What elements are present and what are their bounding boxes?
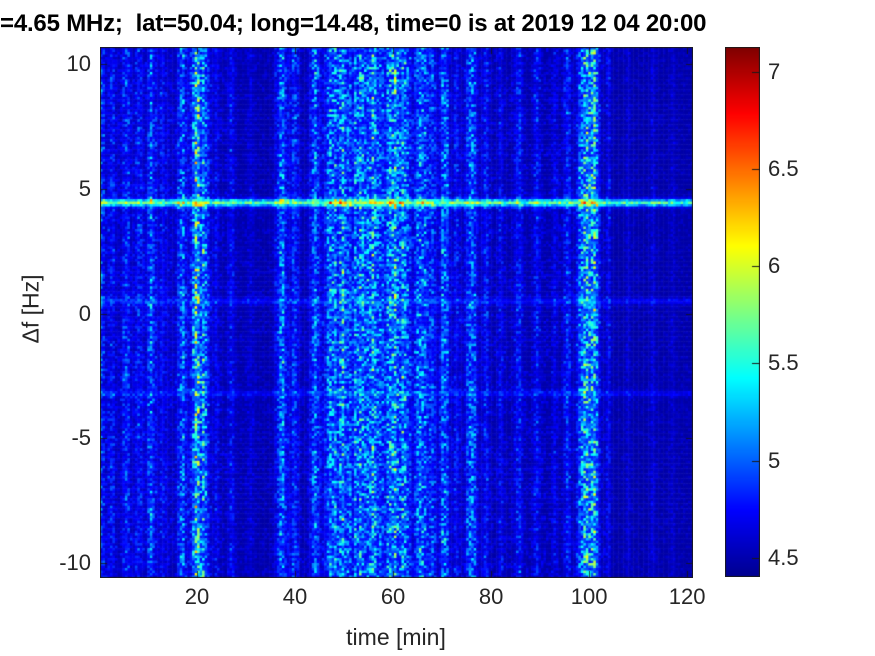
colorbar-tick-label: 6.5 — [768, 156, 799, 182]
y-tick-label: -5 — [71, 425, 91, 451]
spectrogram-heatmap — [100, 47, 693, 578]
x-tick-label: 120 — [668, 584, 706, 609]
x-tick-label: 80 — [478, 584, 504, 609]
x-tick-label: 100 — [570, 584, 608, 609]
chart-title: =4.65 MHz; lat=50.04; long=14.48, time=0… — [0, 10, 707, 37]
colorbar-tick-label: 7 — [768, 59, 781, 85]
y-tick-label: 5 — [78, 176, 91, 202]
y-axis-label: Δf [Hz] — [17, 274, 44, 344]
x-tick-label: 20 — [184, 584, 210, 609]
colorbar-tick-label: 4.5 — [768, 544, 799, 570]
colorbar-tick-label: 5.5 — [768, 350, 799, 376]
x-axis-label: time [min] — [346, 624, 446, 650]
x-tick-label: 60 — [380, 584, 406, 609]
y-tick-label: 0 — [78, 300, 91, 326]
x-tick-label: 40 — [282, 584, 308, 609]
colorbar-gradient — [725, 47, 760, 577]
y-tick-label: -10 — [59, 550, 91, 576]
y-tick-label: 10 — [66, 51, 91, 77]
colorbar-tick-label: 5 — [768, 447, 781, 473]
colorbar-tick-label: 6 — [768, 253, 781, 279]
